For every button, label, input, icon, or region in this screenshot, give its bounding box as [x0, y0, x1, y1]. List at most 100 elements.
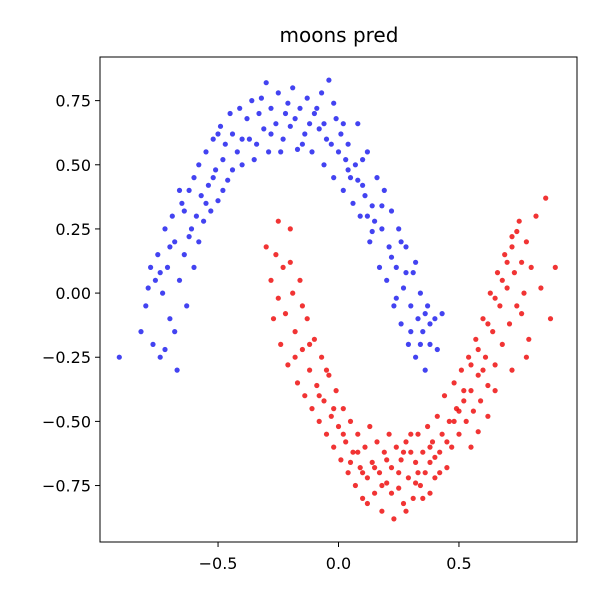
y-axis: −0.75 −0.50 −0.25 0.00 0.25 0.50 0.75: [42, 92, 100, 496]
point-class-1: [543, 195, 549, 201]
point-class-1: [432, 475, 438, 481]
point-class-0: [413, 259, 419, 265]
point-class-0: [145, 285, 151, 291]
point-class-0: [282, 110, 289, 117]
point-class-1: [400, 449, 407, 455]
point-class-1: [420, 449, 426, 455]
point-class-1: [388, 490, 395, 496]
point-class-0: [167, 244, 173, 250]
point-class-0: [162, 226, 168, 232]
point-class-1: [547, 316, 554, 322]
point-class-0: [422, 311, 428, 317]
point-class-0: [316, 126, 322, 132]
point-class-1: [408, 449, 414, 455]
point-class-0: [244, 116, 250, 122]
point-class-0: [340, 121, 346, 127]
point-class-0: [203, 149, 209, 155]
point-class-0: [164, 264, 171, 270]
point-class-0: [179, 200, 185, 206]
point-class-0: [150, 341, 156, 347]
point-class-0: [256, 110, 262, 117]
point-class-0: [340, 187, 346, 193]
point-class-0: [323, 136, 330, 142]
point-class-1: [403, 439, 409, 445]
point-class-0: [193, 213, 199, 219]
y-tick-label: 0.50: [55, 156, 91, 175]
x-tick-label: 0.5: [446, 554, 471, 573]
point-class-0: [297, 105, 303, 111]
point-class-0: [208, 208, 214, 214]
point-class-1: [268, 277, 274, 283]
point-class-1: [490, 329, 496, 335]
x-tick-label: −0.5: [199, 554, 238, 573]
point-class-0: [396, 226, 402, 232]
point-class-1: [369, 459, 375, 465]
chart-title: moons pred: [280, 23, 399, 47]
point-class-1: [475, 346, 481, 353]
point-class-1: [511, 270, 517, 276]
point-class-1: [487, 290, 493, 296]
point-class-1: [466, 354, 472, 360]
point-class-0: [249, 98, 255, 104]
point-class-0: [403, 270, 409, 276]
point-class-0: [398, 321, 404, 327]
point-class-0: [393, 295, 399, 301]
point-class-1: [396, 485, 402, 491]
point-class-1: [519, 311, 525, 317]
point-class-1: [514, 228, 520, 235]
point-class-0: [280, 136, 286, 142]
point-class-1: [343, 439, 349, 445]
point-class-1: [451, 380, 457, 386]
point-class-0: [307, 121, 313, 127]
point-class-0: [188, 226, 195, 232]
point-class-1: [311, 336, 317, 342]
point-class-0: [148, 264, 154, 270]
point-class-1: [364, 475, 370, 481]
point-class-1: [270, 316, 277, 322]
point-class-0: [321, 121, 327, 127]
point-class-0: [427, 341, 433, 347]
point-class-0: [408, 329, 414, 335]
point-class-0: [343, 157, 349, 163]
point-class-0: [427, 321, 433, 327]
point-class-0: [393, 264, 399, 270]
point-class-1: [316, 393, 322, 399]
point-class-0: [273, 121, 279, 127]
point-class-1: [415, 431, 421, 437]
y-tick-label: 0.75: [55, 92, 91, 111]
point-class-1: [347, 418, 354, 424]
point-class-1: [415, 470, 421, 476]
point-class-1: [437, 449, 443, 455]
point-class-1: [427, 444, 433, 450]
point-class-1: [429, 439, 436, 445]
point-class-0: [181, 252, 187, 258]
point-class-1: [338, 457, 344, 463]
point-class-0: [229, 131, 236, 137]
point-class-0: [347, 175, 354, 181]
point-class-1: [458, 367, 464, 373]
point-class-1: [323, 431, 330, 437]
point-class-1: [446, 418, 452, 424]
point-class-0: [220, 157, 226, 163]
point-class-0: [376, 264, 383, 270]
point-class-0: [227, 110, 233, 117]
point-class-0: [369, 203, 375, 209]
point-class-0: [294, 146, 301, 152]
point-class-1: [278, 341, 284, 347]
point-class-0: [290, 85, 296, 91]
point-class-1: [422, 470, 428, 476]
point-class-0: [229, 167, 236, 173]
point-class-1: [449, 444, 455, 450]
point-class-1: [475, 429, 481, 435]
point-class-0: [268, 131, 274, 137]
point-class-0: [157, 354, 163, 360]
point-class-1: [290, 290, 296, 296]
point-class-0: [403, 244, 409, 250]
point-class-1: [468, 444, 474, 450]
point-class-0: [174, 367, 180, 373]
point-class-1: [280, 264, 286, 270]
point-class-1: [335, 423, 342, 430]
point-class-1: [396, 470, 402, 476]
y-tick-label: 0.00: [55, 284, 91, 303]
point-class-1: [492, 295, 498, 301]
